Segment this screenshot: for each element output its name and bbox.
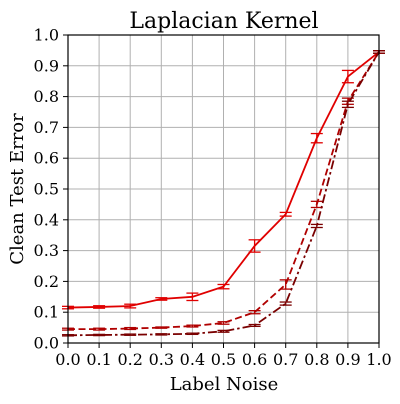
y-tick-label: 0.9 (34, 56, 59, 75)
error-bar (93, 333, 106, 337)
error-bar (186, 324, 199, 328)
series-line (67, 51, 380, 337)
y-axis-label: Clean Test Error (7, 113, 28, 265)
y-tick-label: 0.2 (34, 272, 59, 291)
x-tick-label: 0.9 (335, 350, 360, 369)
grid (67, 34, 380, 344)
series-line (68, 51, 380, 331)
x-tick-label: 0.1 (86, 350, 111, 369)
error-bar (155, 326, 168, 329)
error-bar (124, 303, 137, 309)
x-tick-label: 1.0 (366, 350, 391, 369)
error-bar (279, 211, 292, 217)
x-tick-label: 0.5 (211, 350, 236, 369)
y-tick-label: 0.1 (34, 303, 59, 322)
y-tick-label: 0.3 (34, 241, 59, 260)
y-tick-label: 1.0 (34, 26, 59, 45)
y-tick-label: 0.8 (34, 87, 59, 106)
series-group (62, 50, 385, 337)
error-bar (186, 292, 199, 302)
error-bar (93, 305, 106, 309)
error-bar (217, 321, 230, 325)
y-tick-label: 0.6 (34, 149, 59, 168)
x-tick-label: 0.7 (273, 350, 298, 369)
error-bar (93, 327, 106, 331)
x-tick-label: 0.4 (180, 350, 205, 369)
error-bar (248, 323, 261, 328)
x-tick-label: 0.2 (117, 350, 142, 369)
error-bar (155, 297, 168, 301)
x-axis-label: Label Noise (170, 374, 279, 395)
chart-title: Laplacian Kernel (129, 9, 318, 34)
error-bar (279, 279, 292, 290)
error-bar (310, 132, 323, 144)
x-tick-label: 0.8 (304, 350, 329, 369)
x-tick-label: 0.6 (242, 350, 267, 369)
error-bar (279, 301, 292, 306)
error-bar (341, 69, 354, 84)
x-tick-label: 0.3 (149, 350, 174, 369)
y-tick-label: 0.7 (34, 118, 59, 137)
y-tick-label: 0.4 (34, 210, 59, 229)
error-bar (341, 100, 354, 109)
error-bar (248, 310, 261, 315)
error-bar (217, 329, 230, 333)
x-tick-label: 0.0 (55, 350, 80, 369)
error-bar (155, 333, 168, 336)
y-tick-label: 0.0 (34, 334, 59, 353)
error-bar (217, 283, 230, 290)
error-bar (186, 332, 199, 336)
error-bar (248, 239, 261, 253)
y-tick-label: 0.5 (34, 180, 59, 199)
series-3 (62, 50, 385, 337)
ticks: 0.0 0.1 0.2 0.3 0.4 0.5 0.6 0.7 0.8 0.9 1.0 0.0 0.1 0… (34, 26, 392, 370)
error-bar (124, 326, 137, 331)
error-bar (124, 333, 137, 336)
error-bar (310, 223, 323, 229)
